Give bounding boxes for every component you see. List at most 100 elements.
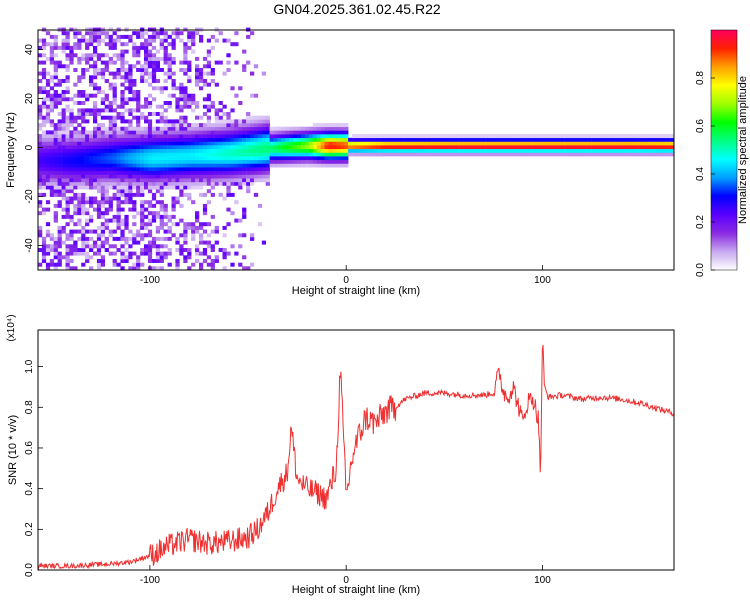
spectrogram-cell xyxy=(634,145,639,150)
spectrogram-cell xyxy=(65,203,70,208)
spectrogram-cell xyxy=(426,152,431,157)
spectrogram-cell xyxy=(202,64,208,69)
spectrogram-cell xyxy=(171,56,176,61)
spectrogram-cell xyxy=(38,248,43,252)
spectrogram-cell xyxy=(210,156,215,161)
spectrogram-cell xyxy=(120,251,125,256)
spectrogram-cell xyxy=(100,189,106,194)
spectrogram-cell xyxy=(120,75,125,80)
spectrogram-cell xyxy=(206,145,212,150)
spectrogram-cell xyxy=(65,185,70,190)
spectrogram-cell xyxy=(144,134,149,139)
spectrogram-cell xyxy=(89,170,94,175)
spectrogram-cell xyxy=(379,152,384,157)
spectrogram-cell xyxy=(179,115,184,120)
spectrogram-cell xyxy=(128,148,133,153)
spectrogram-cell xyxy=(112,31,117,36)
spectrogram-cell xyxy=(273,145,278,150)
spectrogram-cell xyxy=(77,163,82,168)
spectrogram-cell xyxy=(57,93,62,98)
spectrogram-cell xyxy=(210,148,215,153)
spectrogram-cell xyxy=(344,156,349,161)
spectrogram-cell xyxy=(104,141,109,146)
spectrogram-cell xyxy=(171,137,176,142)
spectrogram-cell xyxy=(96,159,102,164)
spectrogram-cell xyxy=(634,148,639,153)
spectrogram-cell xyxy=(623,141,628,146)
spectrogram-cell xyxy=(623,137,628,142)
spectrogram-cell xyxy=(246,112,251,116)
spectrogram-cell xyxy=(73,119,78,124)
spectrogram-cell xyxy=(371,145,376,150)
spectrogram-cell xyxy=(81,233,86,238)
spectrogram-cell xyxy=(191,262,196,267)
spectrogram-cell xyxy=(49,134,55,139)
spectrogram-cell xyxy=(89,31,94,36)
spectrogram-cell xyxy=(242,174,247,179)
spectrogram-cell xyxy=(167,123,172,128)
spectrogram-cell xyxy=(305,137,310,142)
spectrogram-cell xyxy=(85,167,90,172)
spectrogram-cell xyxy=(214,174,219,179)
spectrogram-cell xyxy=(159,244,164,249)
spectrogram-cell xyxy=(120,152,125,157)
spectrogram-cell xyxy=(210,181,215,186)
spectrogram-cell xyxy=(575,145,581,150)
spectrogram-cell xyxy=(57,189,62,194)
spectrogram-cell xyxy=(293,159,298,164)
spectrogram-cell xyxy=(387,145,392,150)
spectrogram-cell xyxy=(136,137,141,142)
spectrogram-cell xyxy=(269,126,274,131)
spectrogram-cell xyxy=(144,104,149,109)
spectrogram-cell xyxy=(144,148,149,153)
spectrogram-cell xyxy=(108,233,113,238)
spectrogram-cell xyxy=(226,192,231,197)
spectrogram-cell xyxy=(65,75,70,80)
spectrogram-cell xyxy=(65,141,70,146)
spectrogram-cell xyxy=(289,141,294,146)
snr-y-tick-label: 0.4 xyxy=(24,481,35,495)
spectrogram-cell xyxy=(116,68,121,72)
spectrogram-cell xyxy=(65,123,70,128)
spectrogram-cell xyxy=(132,214,137,219)
spectrogram-cell xyxy=(53,178,58,183)
spectrogram-cell xyxy=(49,53,55,58)
spectrogram-cell xyxy=(218,115,223,120)
spectrogram-cell xyxy=(136,167,141,172)
spectrogram-cell xyxy=(77,248,82,252)
spectrogram-cell xyxy=(163,222,168,227)
spectrogram-cell xyxy=(41,86,47,91)
spectrogram-cell xyxy=(564,145,569,150)
spectrogram-cell xyxy=(57,141,62,146)
spectrogram-cell xyxy=(583,134,588,139)
spectrogram-cell xyxy=(147,60,153,65)
spectrogram-cell xyxy=(49,163,55,168)
spectrogram-cell xyxy=(120,56,125,61)
spectrogram-cell xyxy=(202,145,208,150)
spectrogram-cell xyxy=(501,134,506,139)
spectrogram-cell xyxy=(199,167,204,172)
spectrogram-cell xyxy=(155,56,161,61)
spectrogram-cell xyxy=(277,141,282,146)
spectrogram-cell xyxy=(367,141,373,146)
spectrogram-cell xyxy=(104,159,109,164)
spectrogram-cell xyxy=(49,174,55,179)
spectrogram-cell xyxy=(65,108,70,113)
spectrogram-cell xyxy=(81,156,86,161)
spectrogram-cell xyxy=(473,137,479,142)
spectrogram-cell xyxy=(144,200,149,205)
spectrogram-cell xyxy=(234,130,239,135)
spectrogram-cell xyxy=(49,259,55,263)
spectrogram-cell xyxy=(654,137,659,142)
spectrogram-cell xyxy=(112,167,117,172)
spectrogram-cell xyxy=(108,56,113,61)
spectrogram-cell xyxy=(136,178,141,183)
spectrogram-cell xyxy=(120,101,125,105)
spectrogram-cell xyxy=(179,174,184,179)
spectrogram-cell xyxy=(336,156,341,161)
spectrogram-cell xyxy=(246,167,251,172)
spectrogram-cell xyxy=(136,101,141,105)
spectrogram-cell xyxy=(104,104,109,109)
spectrogram-cell xyxy=(151,240,157,245)
spectrogram-cell xyxy=(191,126,196,131)
